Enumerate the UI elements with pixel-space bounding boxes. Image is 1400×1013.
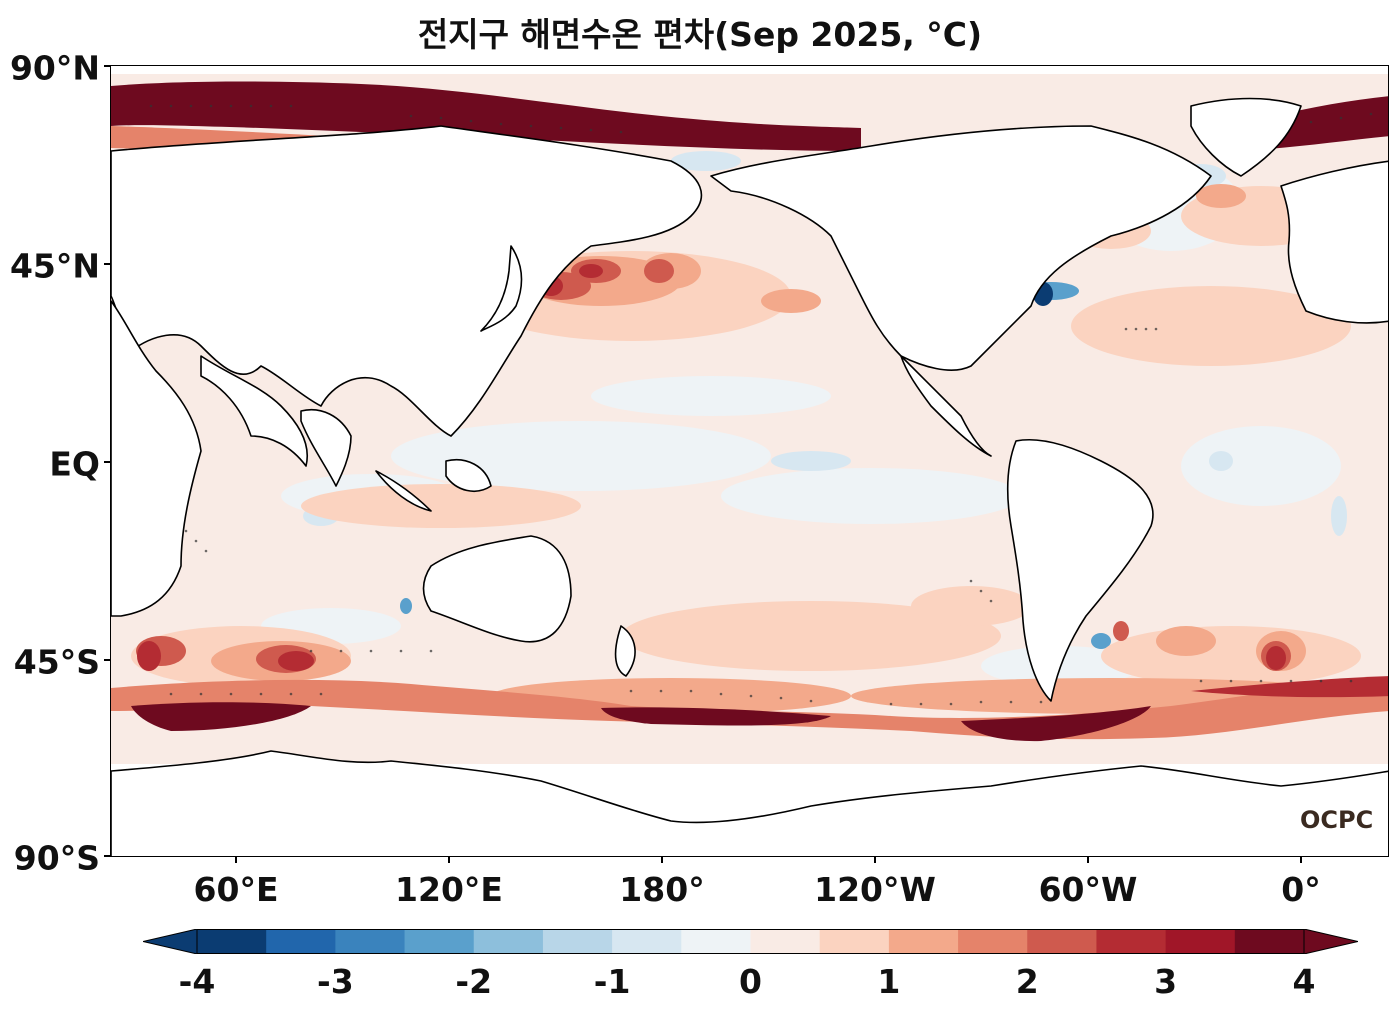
central-america bbox=[900, 355, 992, 457]
colorbar-cell bbox=[266, 929, 336, 954]
colorbar bbox=[143, 929, 1358, 954]
eurasia-landmass bbox=[111, 125, 703, 437]
colorbar-tick-label: -4 bbox=[178, 962, 216, 1001]
lon-tick bbox=[661, 857, 663, 863]
antarctica bbox=[111, 750, 1388, 856]
lat-label-90n: 90°N bbox=[9, 48, 100, 88]
colorbar-cell bbox=[335, 929, 406, 954]
lon-tick bbox=[874, 857, 876, 863]
lat-tick bbox=[104, 263, 110, 265]
lat-tick bbox=[104, 65, 110, 67]
lat-tick bbox=[104, 855, 110, 857]
colorbar-cell bbox=[958, 929, 1028, 954]
colorbar-tick-label: 0 bbox=[739, 962, 762, 1001]
greenland bbox=[1190, 97, 1302, 177]
sst-anomaly-map bbox=[111, 74, 1388, 856]
colorbar-cell bbox=[197, 929, 267, 954]
lat-label-45n: 45°N bbox=[9, 246, 100, 286]
colorbar-tick-label: 4 bbox=[1292, 962, 1316, 1001]
lon-label-60e: 60°E bbox=[193, 870, 279, 909]
colorbar-cells bbox=[143, 929, 1358, 954]
lon-tick bbox=[448, 857, 450, 863]
colorbar-cell bbox=[1165, 929, 1236, 954]
southern-ocean-strong-4 bbox=[1191, 676, 1388, 698]
colorbar-cell bbox=[542, 929, 613, 954]
colorbar-cell bbox=[681, 929, 751, 954]
colorbar-tick-label: -3 bbox=[317, 962, 354, 1001]
sumatra-borneo bbox=[375, 459, 492, 512]
lat-label-eq: EQ bbox=[49, 444, 100, 484]
lon-tick bbox=[1087, 857, 1089, 863]
lon-label-180: 180° bbox=[619, 870, 705, 909]
lat-label-90s: 90°S bbox=[13, 838, 100, 878]
lat-tick bbox=[104, 659, 110, 661]
lat-tick bbox=[104, 461, 110, 463]
southern-ocean-extreme-1 bbox=[131, 702, 311, 731]
colorbar-outline bbox=[196, 929, 1305, 954]
southern-ocean-extreme-2 bbox=[601, 707, 831, 726]
map-panel bbox=[110, 65, 1389, 857]
australia bbox=[422, 535, 572, 643]
colorbar-cell bbox=[750, 929, 821, 954]
colorbar-cell bbox=[1234, 929, 1305, 954]
colorbar-tick-label: 3 bbox=[1154, 962, 1178, 1001]
colorbar-cell bbox=[1096, 929, 1167, 954]
arabia-india bbox=[200, 355, 352, 487]
arctic-warm-band-1 bbox=[111, 81, 861, 151]
southern-ocean-extreme-3 bbox=[961, 706, 1151, 742]
new-zealand bbox=[614, 625, 636, 677]
significance-stippling bbox=[149, 104, 1373, 706]
chart-title: 전지구 해면수온 편차(Sep 2025, °C) bbox=[417, 15, 983, 54]
colorbar-arrow-min bbox=[143, 929, 198, 954]
colorbar-tick-label: 2 bbox=[1015, 962, 1039, 1001]
ocpc-logo: OCPC bbox=[1300, 806, 1374, 834]
lat-label-45s: 45°S bbox=[13, 642, 100, 682]
colorbar-cell bbox=[612, 929, 682, 954]
north-america bbox=[710, 125, 1212, 371]
lon-label-0: 0° bbox=[1281, 870, 1321, 909]
africa-landmass bbox=[111, 300, 202, 617]
colorbar-tick-label: -2 bbox=[455, 962, 493, 1001]
colorbar-cell bbox=[473, 929, 544, 954]
lon-label-120e: 120°E bbox=[395, 870, 503, 909]
colorbar-cell bbox=[1027, 929, 1097, 954]
lon-label-60w: 60°W bbox=[1038, 870, 1138, 909]
lon-tick bbox=[235, 857, 237, 863]
colorbar-arrow-max bbox=[1303, 929, 1358, 954]
colorbar-cell bbox=[888, 929, 959, 954]
continents bbox=[111, 97, 1388, 856]
south-america bbox=[1006, 438, 1154, 702]
colorbar-tick-label: -1 bbox=[593, 962, 631, 1001]
europe-west bbox=[1280, 160, 1388, 324]
colorbar-tick-label: 1 bbox=[877, 962, 901, 1001]
lon-label-120w: 120°W bbox=[814, 870, 936, 909]
lon-tick bbox=[1300, 857, 1302, 863]
colorbar-cell bbox=[819, 929, 890, 954]
colorbar-cell bbox=[404, 929, 475, 954]
japan bbox=[480, 245, 523, 332]
